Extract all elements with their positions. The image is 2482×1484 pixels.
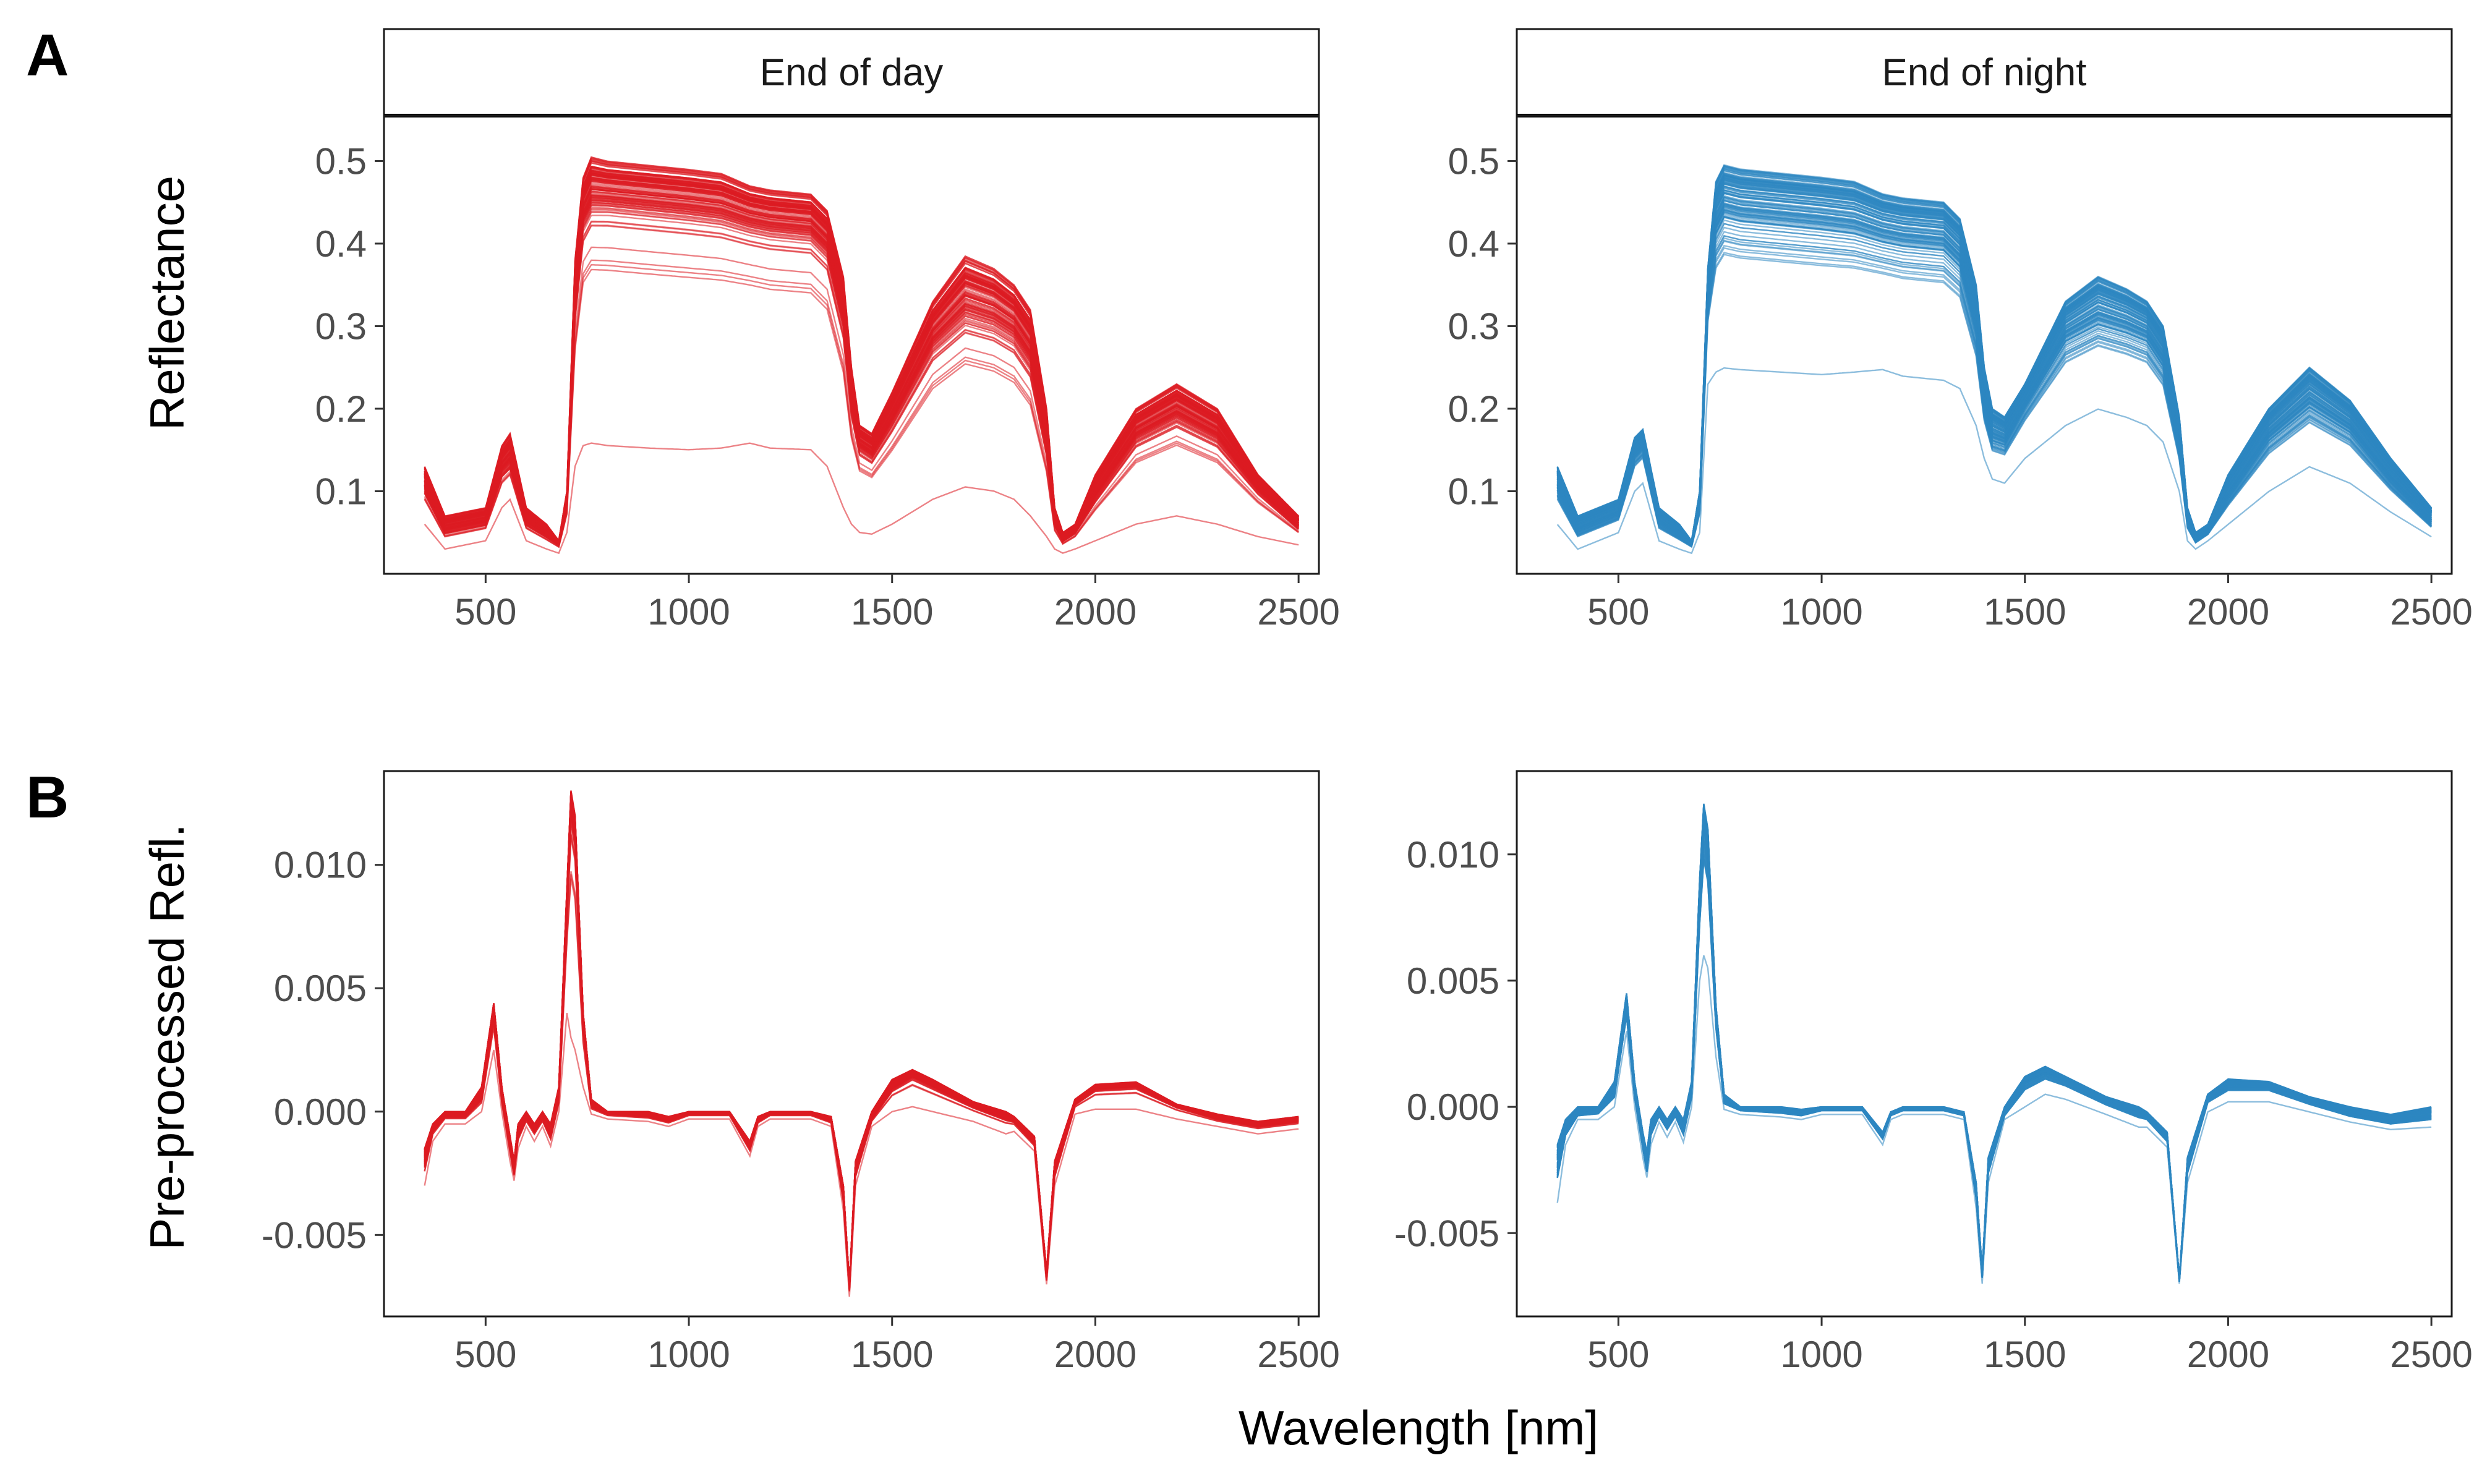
facet-label-end-of-night: End of night bbox=[1882, 51, 2087, 94]
spectra-group bbox=[1556, 164, 2433, 555]
y-tick-label: 0.005 bbox=[1407, 960, 1499, 1002]
x-tick-label: 2000 bbox=[2187, 1334, 2269, 1375]
x-tick-label: 500 bbox=[454, 591, 516, 633]
spectrum-line bbox=[1556, 955, 2432, 1284]
x-tick-label: 1500 bbox=[851, 1334, 933, 1375]
x-axis-title: Wavelength [nm] bbox=[1239, 1401, 1598, 1455]
y-tick-label: 0.005 bbox=[274, 968, 367, 1009]
panel-border bbox=[383, 770, 1320, 1318]
panel-border bbox=[383, 114, 1320, 575]
spectrum-line bbox=[424, 1013, 1299, 1297]
spectra-group bbox=[424, 156, 1299, 555]
y-tick-label: -0.005 bbox=[1394, 1213, 1499, 1254]
y-tick-label: 0.000 bbox=[1407, 1086, 1499, 1128]
x-tick-label: 2000 bbox=[2187, 591, 2269, 633]
spectrum-line bbox=[424, 878, 1299, 1292]
y-axis-title-preprocessed: Pre-processed Refl. bbox=[140, 824, 194, 1250]
y-tick-label: 0.1 bbox=[1448, 471, 1499, 512]
spectrum-line bbox=[424, 806, 1299, 1288]
y-tick-label: 0.010 bbox=[1407, 834, 1499, 876]
x-tick-label: 2500 bbox=[1257, 591, 1339, 633]
y-tick-label: 0.000 bbox=[274, 1091, 367, 1133]
x-tick-label: 1500 bbox=[1984, 591, 2066, 633]
panel-a-tag: A bbox=[26, 22, 69, 88]
x-tick-label: 2500 bbox=[1257, 1334, 1339, 1375]
x-tick-label: 1500 bbox=[1984, 1334, 2066, 1375]
facet-strip bbox=[1516, 28, 2453, 117]
x-tick-label: 1000 bbox=[1780, 591, 1862, 633]
spectrum-line bbox=[1556, 367, 2432, 555]
y-tick-label: 0.3 bbox=[1448, 305, 1499, 347]
x-tick-label: 2500 bbox=[2390, 1334, 2472, 1375]
x-tick-label: 1000 bbox=[647, 591, 730, 633]
y-tick-label: 0.2 bbox=[1448, 388, 1499, 430]
y-tick-label: 0.010 bbox=[274, 845, 367, 886]
x-tick-label: 500 bbox=[1587, 591, 1649, 633]
panel-a-end-of-day: End of day 500 1000 1500 2000 2500 0.1 0.2 0.3 0.… bbox=[315, 28, 1340, 633]
x-tick-label: 500 bbox=[1587, 1334, 1649, 1375]
y-tick-label: 0.1 bbox=[315, 471, 367, 512]
panel-a-end-of-night: End of night 500 1000 1500 2000 2500 0.1 0.2 0.3… bbox=[1448, 28, 2473, 633]
spectrum-line bbox=[1556, 825, 2432, 1281]
panel-b-tag: B bbox=[26, 764, 69, 830]
panel-b-end-of-day: 500 1000 1500 2000 2500 -0.005 0.000 0.005 0.010 bbox=[262, 770, 1340, 1375]
facet-label-end-of-day: End of day bbox=[760, 51, 943, 94]
x-tick-label: 1000 bbox=[647, 1334, 730, 1375]
spectra-group bbox=[1556, 803, 2432, 1284]
x-tick-label: 500 bbox=[454, 1334, 516, 1375]
x-tick-label: 2000 bbox=[1054, 1334, 1137, 1375]
facet-strip bbox=[383, 28, 1320, 117]
spectra-group bbox=[424, 790, 1299, 1297]
spectrum-line bbox=[424, 442, 1299, 555]
panel-border bbox=[1516, 770, 2453, 1318]
panel-border bbox=[1516, 114, 2453, 575]
y-tick-label: -0.005 bbox=[262, 1214, 367, 1256]
y-tick-label: 0.3 bbox=[315, 305, 367, 347]
spectrum-line bbox=[1556, 186, 2432, 544]
y-tick-label: 0.4 bbox=[315, 223, 367, 265]
y-tick-label: 0.4 bbox=[1448, 223, 1499, 265]
x-tick-label: 2000 bbox=[1054, 591, 1137, 633]
y-tick-label: 0.5 bbox=[315, 140, 367, 182]
y-axis-title-reflectance: Reflectance bbox=[140, 176, 194, 430]
x-tick-label: 1000 bbox=[1780, 1334, 1862, 1375]
chart-panels: End of day 500 1000 1500 2000 2500 0.1 0.2 0.3 0.… bbox=[262, 28, 2473, 1375]
y-tick-label: 0.2 bbox=[315, 388, 367, 430]
y-tick-label: 0.5 bbox=[1448, 140, 1499, 182]
x-tick-label: 1500 bbox=[851, 591, 933, 633]
panel-b-end-of-night: 500 1000 1500 2000 2500 -0.005 0.000 0.005 0.010 bbox=[1394, 770, 2473, 1375]
x-tick-label: 2500 bbox=[2390, 591, 2472, 633]
spectrum-line bbox=[424, 160, 1299, 544]
